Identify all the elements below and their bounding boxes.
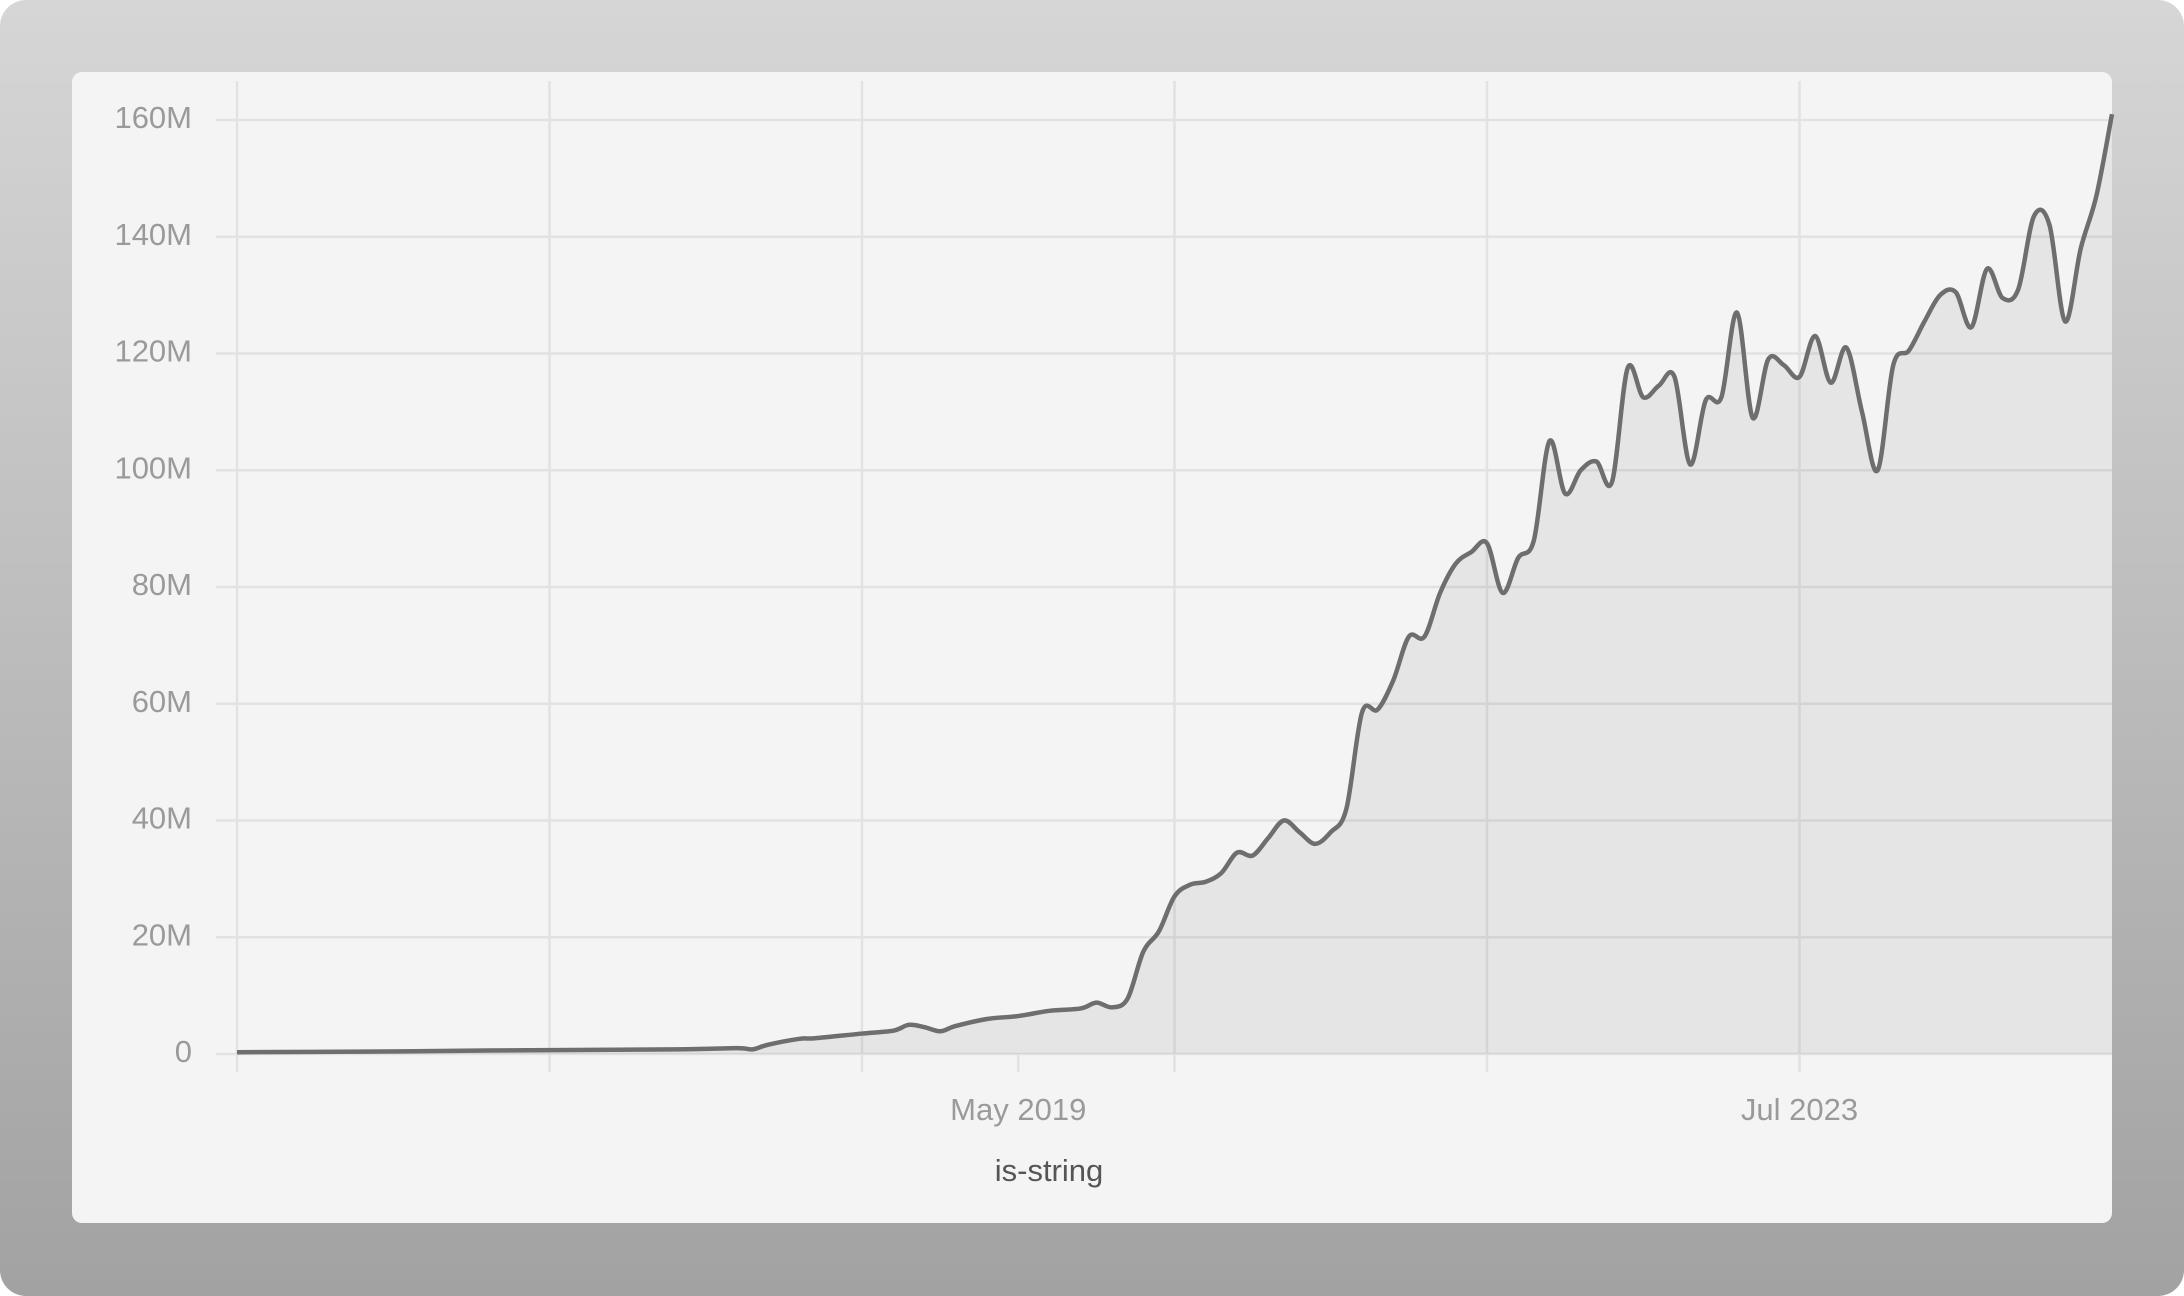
y-tick-label: 160M [114, 100, 192, 135]
y-tick-label: 60M [132, 684, 192, 719]
chart-panel [72, 72, 2112, 1223]
area [237, 114, 2112, 1055]
y-tick-label: 0 [175, 1034, 192, 1069]
y-tick-label: 40M [132, 801, 192, 836]
y-tick-label: 80M [132, 567, 192, 602]
y-tick-label: 100M [114, 450, 192, 485]
legend-label: is-string [995, 1153, 1104, 1188]
x-tick-label: Jul 2023 [1741, 1092, 1858, 1127]
x-tick-label: May 2019 [950, 1092, 1086, 1127]
y-tick-label: 120M [114, 334, 192, 369]
y-tick-label: 140M [114, 217, 192, 252]
y-tick-label: 20M [132, 917, 192, 952]
line [236, 113, 2115, 1055]
